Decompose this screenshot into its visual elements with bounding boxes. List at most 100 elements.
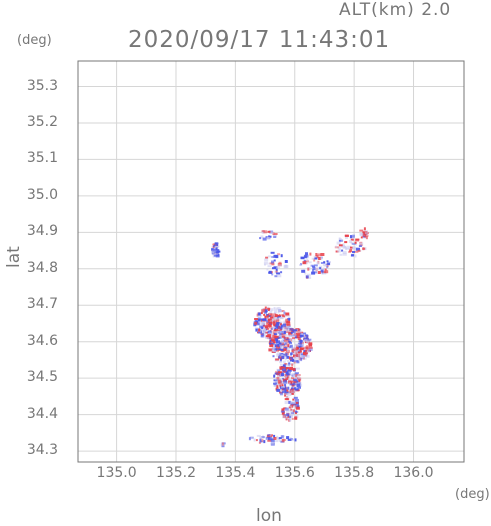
echo-cell [254, 321, 258, 325]
echo-cell [264, 309, 268, 313]
echo-cell [283, 326, 286, 330]
echo-cell [277, 371, 282, 374]
echo-cell [290, 356, 294, 359]
echo-cell [282, 368, 287, 372]
echo-cell [278, 325, 281, 329]
echo-cell [273, 324, 276, 327]
y-tick-label: 35.3 [26, 77, 58, 94]
echo-cell [291, 350, 294, 352]
echo-cell [283, 393, 286, 396]
echo-cell [272, 321, 275, 323]
echo-cell [258, 441, 261, 444]
echo-cell [295, 398, 299, 402]
echo-cell [289, 415, 292, 418]
echo-cell [302, 261, 307, 265]
echo-cell [298, 357, 301, 361]
echo-cell [299, 335, 302, 339]
echo-cell [214, 242, 219, 245]
echo-cell [282, 315, 286, 318]
echo-cell [306, 258, 309, 262]
echo-cell [286, 355, 290, 359]
echo-cell [273, 374, 276, 378]
echo-cell [320, 262, 325, 264]
echo-cell [269, 310, 273, 314]
echo-cell [300, 358, 303, 362]
echo-cell [282, 331, 286, 335]
echo-cell [261, 310, 266, 313]
echo-cell [276, 388, 281, 392]
echo-cell [260, 312, 263, 315]
echo-cell [337, 246, 341, 250]
echo-cell [290, 391, 294, 395]
echo-cell [214, 246, 217, 249]
echo-cell [279, 321, 283, 325]
echo-cell [277, 307, 281, 311]
echo-cell [286, 337, 289, 340]
echo-cell [272, 234, 277, 238]
echo-cell [276, 307, 279, 310]
echo-cell [278, 264, 282, 267]
echo-cell [291, 339, 294, 341]
echo-cell [270, 439, 275, 443]
echo-cell [292, 368, 296, 371]
echo-cell [276, 266, 281, 269]
echo-cell [268, 348, 273, 352]
echo-cell [269, 438, 274, 441]
echo-cell [260, 321, 263, 325]
echo-cell [287, 438, 292, 441]
echo-cell [261, 231, 264, 234]
echo-cell [293, 361, 296, 364]
echo-cell [213, 254, 216, 257]
echo-cell [276, 348, 279, 352]
echo-cell [298, 377, 302, 380]
echo-cell [287, 360, 289, 363]
echo-cell [313, 255, 317, 258]
echo-cell [279, 358, 282, 362]
echo-cell [297, 353, 301, 357]
echo-cell [263, 308, 266, 312]
echo-cell [267, 314, 269, 318]
echo-cell [307, 338, 312, 341]
echo-cell [291, 389, 294, 392]
echo-cell [293, 381, 297, 384]
x-tick-label: 135.8 [334, 465, 375, 481]
echo-cell [301, 332, 304, 335]
echo-cell [254, 318, 259, 320]
echo-cell [291, 417, 294, 420]
y-tick-label: 35.0 [26, 186, 58, 203]
echo-cell [267, 255, 271, 258]
echo-cell [335, 250, 339, 253]
echo-cell [283, 311, 286, 314]
echo-cell [300, 355, 305, 358]
echo-cell [274, 335, 279, 338]
echo-cell [284, 264, 288, 267]
echo-cell [275, 347, 280, 350]
echo-cell [300, 347, 305, 350]
y-tick-label: 34.4 [26, 405, 58, 422]
echo-cell [316, 261, 320, 265]
echo-cell [220, 443, 225, 447]
echo-cell [277, 375, 279, 378]
echo-cell [276, 272, 281, 275]
echo-cell [212, 254, 215, 258]
echo-cell [270, 316, 274, 319]
echo-cell [273, 319, 278, 323]
echo-cell [308, 276, 312, 279]
echo-cell [258, 312, 261, 316]
echo-cell [281, 338, 285, 341]
echo-cell [354, 250, 359, 253]
echo-cell [338, 244, 343, 247]
echo-cell [259, 438, 262, 442]
echo-cell [364, 232, 368, 235]
echo-cell [282, 360, 286, 364]
echo-cell [215, 252, 219, 255]
echo-cell [298, 339, 302, 343]
echo-cell [278, 437, 282, 440]
echo-cell [304, 350, 309, 354]
echo-cell [298, 381, 302, 384]
echo-cell [311, 271, 316, 275]
echo-cell [301, 269, 306, 273]
echo-cell [294, 401, 296, 404]
echo-cell [275, 370, 278, 374]
echo-cell [288, 390, 291, 394]
